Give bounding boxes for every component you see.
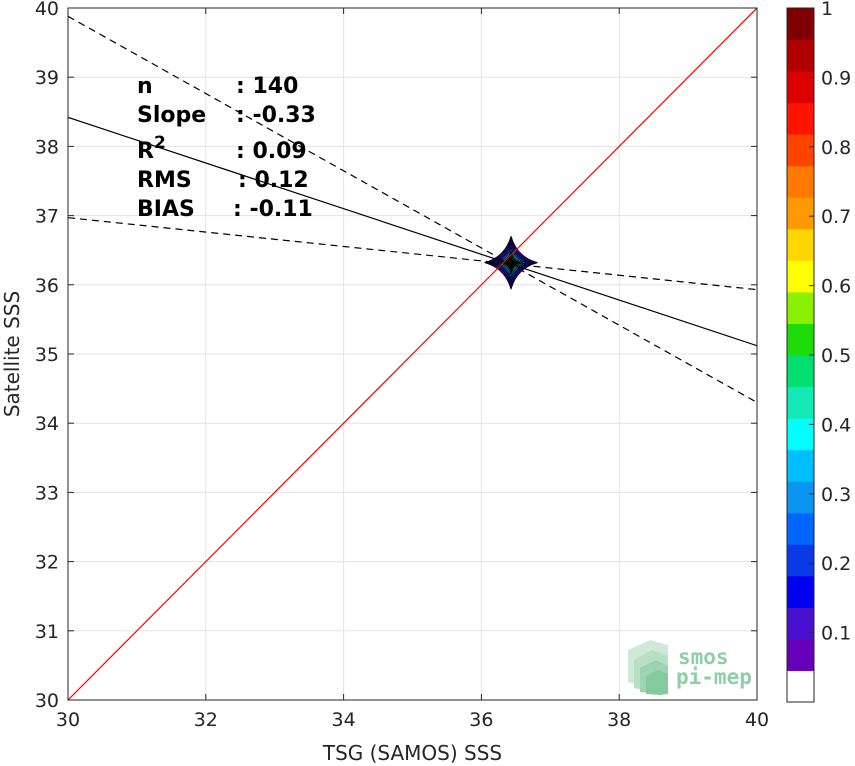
x-axis-ticks: 30 32 34 36 38 40 [56,8,769,731]
x-tick-label: 38 [607,709,631,731]
density-contours [484,235,538,290]
y-tick-label: 30 [35,690,59,712]
colorbar-segment [787,197,814,230]
x-tick-label: 40 [745,709,769,731]
colorbar-segment [787,102,814,135]
regression-line [68,116,757,347]
colorbar-segment [787,134,814,167]
y-tick-label: 35 [35,344,59,366]
logo-wave-icon [628,640,668,695]
stat-value: : 0.09 [236,139,307,164]
logo-line2: pi-mep [676,665,752,689]
y-tick-label: 37 [35,206,59,228]
identity-line [68,8,757,700]
colorbar-segment [787,386,814,419]
y-tick-label: 40 [35,0,59,20]
fit-lines [68,8,757,700]
colorbar-segment [787,638,814,671]
colorbar-ticks: 0.1 0.2 0.3 0.4 0.5 0.6 0.7 0.8 0.9 1 [809,0,851,645]
stat-label: R2 [137,133,166,164]
colorbar-tick-label: 0.4 [821,414,851,436]
colorbar-segment [787,355,814,388]
colorbar-segment [787,228,814,261]
stat-value: : -0.33 [236,103,316,128]
stat-label: n [137,74,153,99]
colorbar-tick-label: 0.7 [821,206,851,228]
smos-pi-mep-logo: smos pi-mep [628,640,752,695]
x-tick-label: 34 [332,709,356,731]
colorbar-tick-label: 0.2 [821,553,851,575]
logo-line1: smos [678,645,729,669]
y-tick-label: 39 [35,67,59,89]
stat-value: : -0.11 [233,197,313,222]
colorbar-segment [787,291,814,324]
y-tick-label: 34 [35,413,59,435]
colorbar-segment [787,8,814,41]
x-tick-label: 32 [194,709,218,731]
statistics-box: n : 140 Slope : -0.33 R2 : 0.09 RMS : 0.12 BIAS:… [137,74,316,222]
colorbar-segment [787,481,814,514]
colorbar-tick-label: 0.6 [821,276,851,298]
stat-label: RMS [137,168,192,193]
colorbar-tick-label: 0.8 [821,137,851,159]
stat-label: Slope [137,103,206,128]
y-axis-label: Satellite SSS [0,291,24,417]
y-tick-label: 31 [35,621,59,643]
y-tick-label: 32 [35,552,59,574]
colorbar-segment [787,323,814,356]
colorbar-tick-label: 1 [821,0,833,20]
colorbar-segment [787,544,814,577]
stat-value: : 0.12 [238,168,309,193]
colorbar-tick-label: 0.1 [821,623,851,645]
colorbar-segment [787,39,814,72]
colorbar-segment [787,71,814,104]
colorbar-segment [787,607,814,640]
stat-label: BIAS [137,197,195,222]
colorbar-segment [787,512,814,545]
colorbar-tick-label: 0.5 [821,345,851,367]
y-axis-ticks: 30 31 32 33 34 35 36 37 38 39 40 [35,0,757,712]
colorbar-tick-label: 0.9 [821,67,851,89]
stat-value: : 140 [236,74,298,99]
x-tick-label: 30 [56,709,80,731]
colorbar-segment [787,575,814,608]
colorbar-segment [787,449,814,482]
x-axis-label: TSG (SAMOS) SSS [322,741,502,765]
x-tick-label: 36 [469,709,493,731]
colorbar-tick-label: 0.3 [821,484,851,506]
confidence-lower-line [68,217,757,291]
y-tick-label: 38 [35,136,59,158]
colorbar [786,7,815,703]
y-tick-label: 36 [35,275,59,297]
y-tick-label: 33 [35,482,59,504]
colorbar-segment [787,670,814,703]
colorbar-segment [787,418,814,451]
colorbar-segment [787,260,814,293]
colorbar-segment [787,165,814,198]
